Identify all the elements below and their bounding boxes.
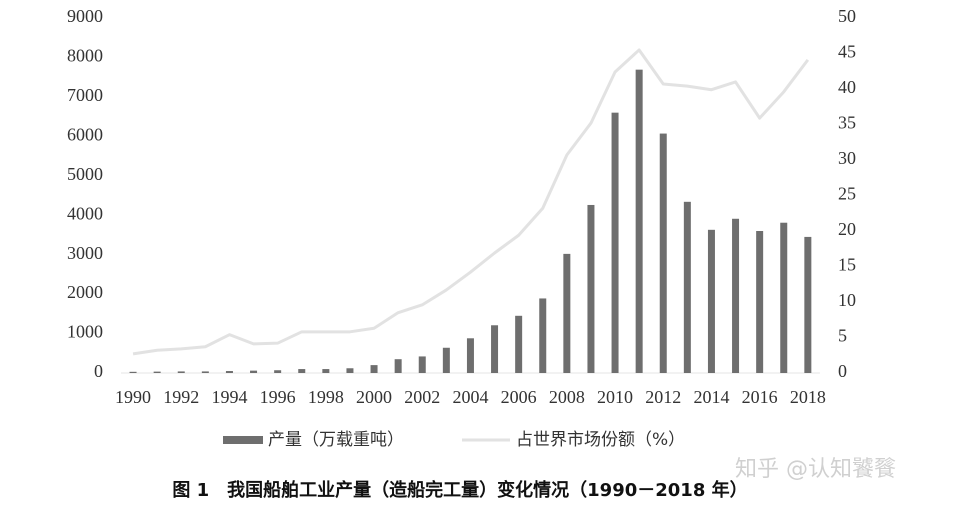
bar [804, 236, 812, 373]
x-tick-label: 1990 [115, 387, 151, 407]
bar [322, 369, 330, 373]
y-tick-label: 0 [94, 361, 103, 381]
x-tick-label: 2018 [790, 387, 826, 407]
bar [683, 201, 691, 373]
x-tick-label: 2008 [549, 387, 585, 407]
bar [370, 365, 378, 373]
x-tick-label: 2000 [356, 387, 392, 407]
bar [491, 325, 499, 373]
y2-tick-label: 10 [838, 290, 856, 310]
x-tick-label: 1996 [260, 387, 296, 407]
bar [418, 356, 426, 373]
y2-tick-label: 20 [838, 219, 856, 239]
bar [153, 371, 161, 373]
y-tick-label: 4000 [67, 203, 103, 223]
chart-caption: 图 1 我国船舶工业产量（造船完工量）变化情况（1990－2018 年） [172, 479, 747, 501]
bar [250, 370, 258, 373]
bar [707, 229, 715, 373]
bar [539, 298, 547, 373]
bar [177, 371, 185, 373]
x-tick-label: 2006 [501, 387, 537, 407]
bar [274, 370, 282, 373]
bar [442, 347, 450, 373]
y2-tick-label: 25 [838, 184, 856, 204]
bar [129, 371, 137, 373]
x-tick-label: 2016 [742, 387, 778, 407]
bar [466, 338, 474, 373]
y-tick-label: 6000 [67, 124, 103, 144]
y-tick-label: 1000 [67, 322, 103, 342]
y2-tick-label: 45 [838, 42, 856, 62]
y2-tick-label: 40 [838, 77, 856, 97]
bar [515, 315, 523, 373]
y-tick-label: 5000 [67, 164, 103, 184]
y-tick-label: 9000 [67, 6, 103, 26]
y2-tick-label: 30 [838, 148, 856, 168]
bar [225, 371, 233, 373]
bar [780, 222, 788, 373]
x-tick-label: 1992 [163, 387, 199, 407]
bar [659, 133, 667, 373]
x-tick-label: 1998 [308, 387, 344, 407]
x-tick-label: 2014 [693, 387, 729, 407]
y2-tick-label: 35 [838, 113, 856, 133]
x-tick-label: 2012 [645, 387, 681, 407]
bar [611, 112, 619, 374]
watermark: 知乎 @认知饕餮 [735, 457, 896, 482]
legend-swatch [223, 436, 263, 444]
bar [298, 369, 306, 373]
y-tick-label: 8000 [67, 46, 103, 66]
x-tick-label: 2010 [597, 387, 633, 407]
bar [346, 368, 354, 373]
legend-label: 占世界市场份额（%） [516, 430, 685, 450]
y2-tick-label: 50 [838, 6, 856, 26]
x-tick-label: 2002 [404, 387, 440, 407]
y-tick-label: 7000 [67, 85, 103, 105]
y-tick-label: 3000 [67, 243, 103, 263]
y2-tick-label: 5 [838, 326, 847, 346]
line [132, 48, 810, 356]
y-tick-label: 2000 [67, 282, 103, 302]
bar [563, 253, 571, 373]
y2-tick-label: 0 [838, 361, 847, 381]
x-tick-label: 1994 [211, 387, 247, 407]
bar [635, 69, 643, 373]
bar [732, 218, 740, 373]
legend-label: 产量（万载重吨） [268, 430, 404, 450]
x-tick-label: 2004 [452, 387, 488, 407]
bar [394, 359, 402, 373]
bar [201, 371, 209, 373]
bar [587, 204, 595, 373]
y2-tick-label: 15 [838, 255, 856, 275]
bar [756, 231, 764, 373]
